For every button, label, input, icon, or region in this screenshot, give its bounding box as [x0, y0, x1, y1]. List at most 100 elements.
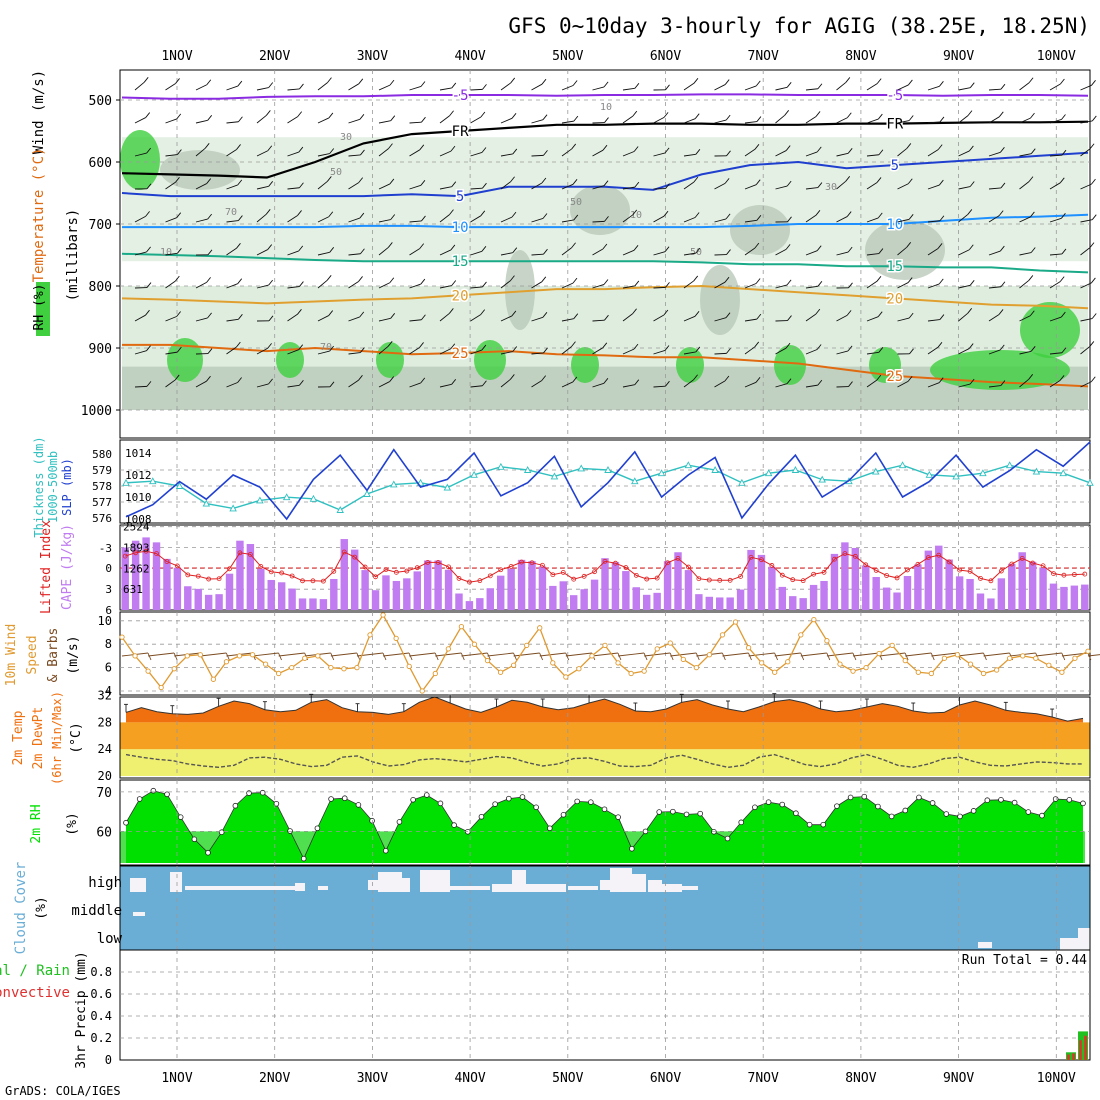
- wind-barb: [988, 116, 1000, 124]
- wind10m-barb: [905, 652, 932, 657]
- wind-barb-flag: [603, 279, 609, 285]
- wind-barb-flag: [725, 114, 731, 121]
- wind-barb-flag: [358, 276, 363, 282]
- wind-barb: [470, 187, 483, 190]
- wind-barb: [988, 187, 1001, 190]
- cloud-clear-gap: [526, 884, 566, 892]
- wind-barb: [165, 280, 176, 289]
- wind-barb: [348, 379, 359, 388]
- wind-barb-flag: [237, 80, 243, 87]
- wind-barb-flag: [360, 149, 365, 156]
- wind-speed-point: [223, 659, 230, 665]
- cape-bar: [392, 580, 401, 610]
- lifted-index-point: [696, 576, 702, 582]
- lifted-index-point: [393, 569, 399, 575]
- wind-barb-flag: [298, 344, 304, 350]
- cape-bar: [152, 542, 161, 610]
- wind-barb-flag: [358, 177, 364, 183]
- lifted-index-point: [540, 562, 545, 568]
- lifted-index-point: [602, 558, 608, 564]
- wind-barb: [531, 218, 544, 223]
- wind-barb-flag: [664, 345, 670, 351]
- wind-barb: [897, 218, 910, 223]
- wind-barb: [805, 384, 818, 388]
- wind-barb: [531, 83, 543, 91]
- cape-bar: [507, 568, 515, 610]
- rh-point: [656, 809, 662, 815]
- wind-barb-flag: [785, 244, 791, 250]
- wind-barb-flag: [726, 150, 731, 157]
- wind-barb-flag: [786, 279, 792, 286]
- wind-barb-flag: [968, 244, 974, 251]
- wind-barb: [439, 186, 452, 190]
- lifted-index-point: [873, 568, 879, 573]
- rh-point: [793, 810, 799, 817]
- cape-bar: [1081, 584, 1089, 610]
- cape-bar: [653, 592, 661, 610]
- wind-barb: [226, 283, 238, 289]
- upper-air-panel: 500 600 700 800 900 1000 -5 -5 FR FR 5 5 10 10 15 15 20 2…: [31, 69, 1097, 439]
- wind-barb-flag: [939, 314, 945, 320]
- wind-speed-point: [980, 670, 987, 677]
- cloud-clear-gap: [1078, 928, 1090, 950]
- wind-barb-flag: [480, 210, 486, 217]
- cape-bar: [799, 598, 807, 610]
- wind-barb: [317, 153, 330, 157]
- slp-tick-label: 1010: [125, 491, 152, 504]
- cape-bar: [716, 597, 724, 610]
- rh-blob: [474, 340, 506, 380]
- ylabel-convective: Convective: [0, 985, 70, 1001]
- wind-barb-flag: [999, 344, 1005, 351]
- wind-barb-flag: [1061, 149, 1067, 156]
- cloud-area: [120, 866, 1090, 950]
- wind-speed-point: [745, 645, 752, 651]
- temp-tick-label: 32: [98, 689, 112, 703]
- wind-speed-point: [145, 668, 151, 674]
- wind-barb: [1019, 378, 1029, 388]
- wind-barb-flag: [541, 78, 547, 85]
- cape-bar: [997, 578, 1006, 610]
- wind-barb-flag: [328, 112, 334, 119]
- cape-bar: [288, 588, 296, 610]
- wind-barb-flag: [265, 110, 271, 116]
- thickness-point: [256, 496, 264, 504]
- wind-barb-flag: [787, 216, 792, 223]
- wind-barb-flag: [937, 144, 943, 150]
- wind-barb-flag: [329, 381, 335, 388]
- wind-barb: [592, 185, 605, 190]
- wind-barb-flag: [756, 116, 762, 122]
- wind-barb: [561, 85, 574, 91]
- wind-barb-flag: [604, 117, 609, 123]
- wind-barb-flag: [237, 377, 242, 383]
- lifted-index-point: [154, 551, 159, 556]
- thickness-point: [604, 466, 612, 473]
- isotherm-label: 20: [886, 291, 903, 307]
- cape-bar: [142, 537, 150, 610]
- wind-speed-point: [537, 625, 543, 631]
- cloud-clear-gap: [402, 878, 410, 892]
- wind-barb: [195, 183, 207, 190]
- wind-barb: [683, 181, 695, 190]
- wind-speed-point: [889, 642, 895, 649]
- wind10m-barb-flag: [539, 652, 544, 661]
- wind-speed-point: [993, 667, 1000, 673]
- wind-barb: [683, 280, 694, 289]
- wind-barb: [348, 154, 361, 157]
- wind-barb-flag: [969, 82, 975, 88]
- wind-barb-flag: [176, 113, 182, 120]
- cape-bar: [945, 559, 953, 610]
- cape-bar: [257, 568, 265, 610]
- wind-barb: [226, 382, 238, 388]
- rh-point: [232, 802, 239, 809]
- wind-speed-point: [967, 661, 974, 667]
- wind-barb-flag: [604, 314, 609, 321]
- wind-barb: [805, 151, 818, 157]
- wind-speed-point: [732, 619, 739, 625]
- wind-barb-flag: [390, 214, 396, 220]
- rh-blob: [120, 130, 160, 190]
- wind10m-barb: [435, 652, 462, 657]
- wind-barb-flag: [267, 244, 273, 250]
- wind-barb: [531, 281, 543, 289]
- lifted-index-point: [320, 578, 326, 584]
- wind10m-barb-flag: [278, 652, 282, 661]
